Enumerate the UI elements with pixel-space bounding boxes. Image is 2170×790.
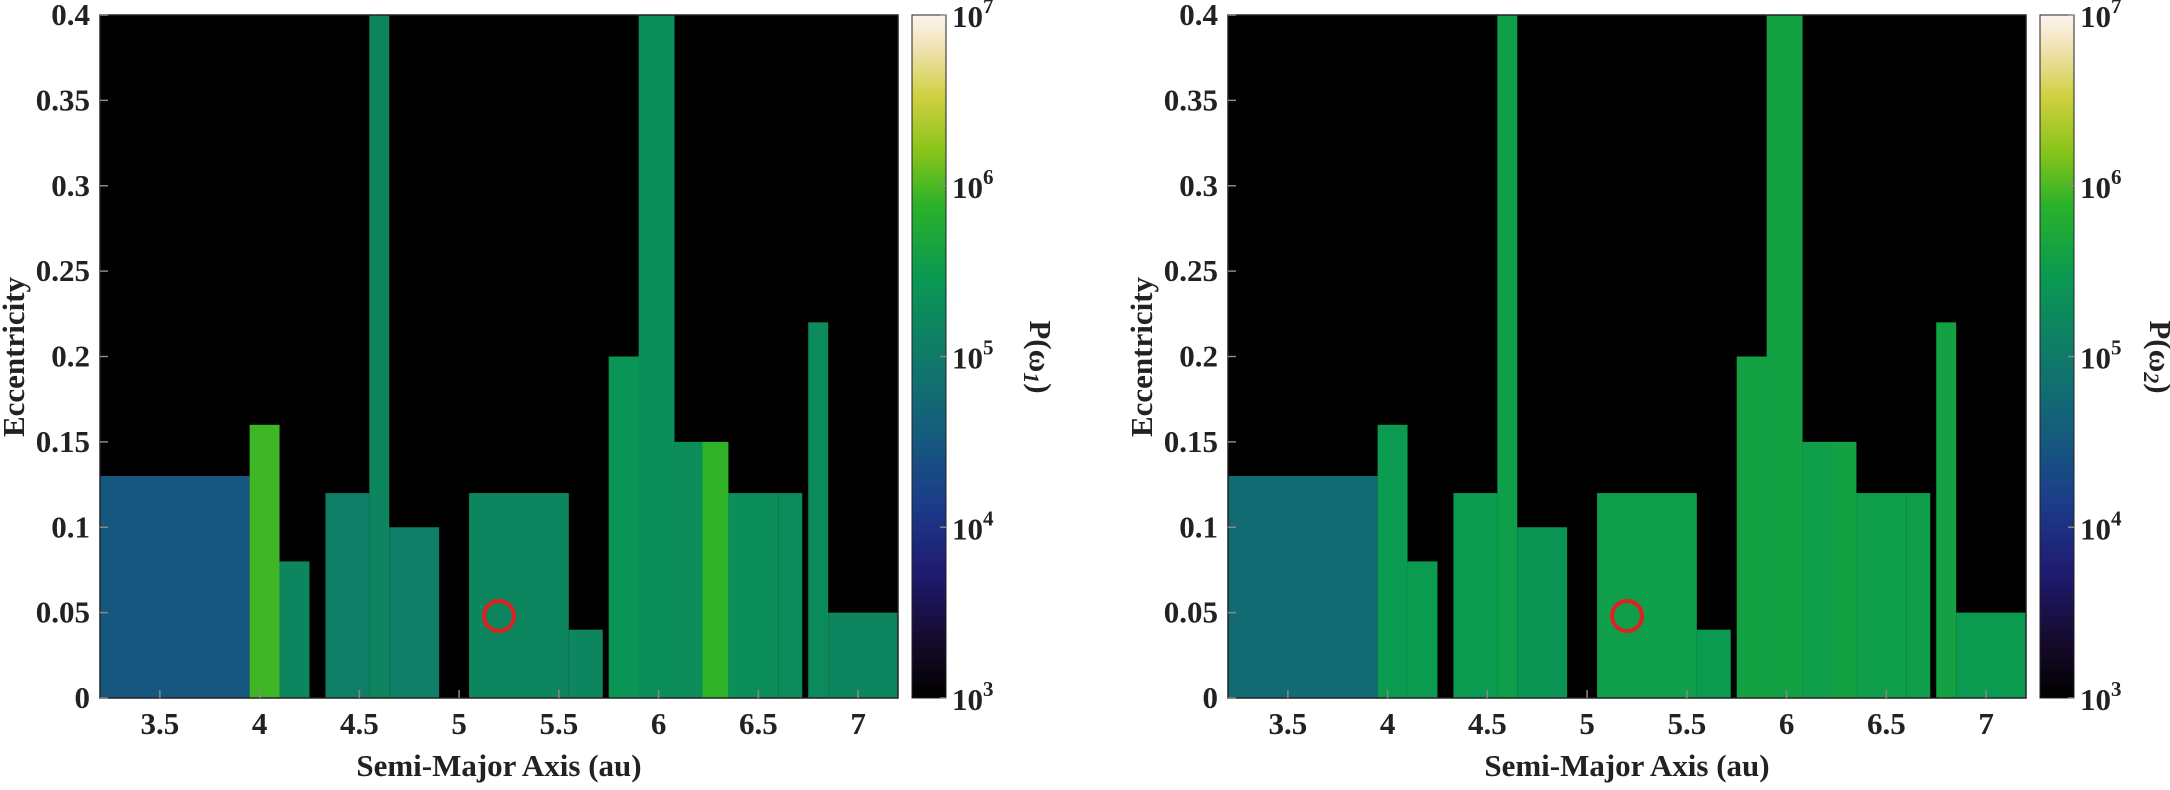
colorbar-ticks-2: 103 104 105 106 107 bbox=[2068, 0, 2122, 717]
heatmap-region bbox=[1517, 527, 1568, 698]
x-tick-label: 4 bbox=[252, 706, 268, 741]
colorbar-label-end-1: ) bbox=[1023, 383, 1058, 393]
x-tick-label: 5 bbox=[451, 706, 467, 741]
heatmap-region bbox=[1936, 322, 1957, 698]
y-tick-label: 0 bbox=[1203, 680, 1219, 715]
y-tick-label: 0.25 bbox=[1164, 253, 1218, 288]
heatmap-region bbox=[100, 476, 250, 698]
heatmap-region bbox=[778, 493, 803, 698]
y-tick-label: 0.3 bbox=[51, 168, 90, 203]
heatmap-region bbox=[1830, 441, 1857, 698]
heatmap-region bbox=[389, 527, 440, 698]
x-tick-label: 6 bbox=[651, 706, 667, 741]
heatmap-region bbox=[325, 493, 370, 698]
y-ticks-2: 0 0.05 0.1 0.15 0.2 0.25 0.3 0.35 0.4 bbox=[1164, 0, 1236, 715]
x-tick-label: 4 bbox=[1380, 706, 1396, 741]
colorbar-tick-label: 104 bbox=[952, 506, 994, 546]
heatmap-region bbox=[249, 424, 280, 698]
x-tick-label: 5.5 bbox=[539, 706, 578, 741]
x-tick-label: 3.5 bbox=[140, 706, 179, 741]
heatmap-regions-2 bbox=[1228, 15, 2026, 698]
heatmap-region bbox=[1766, 15, 1803, 698]
heatmap-region bbox=[1407, 561, 1438, 698]
x-tick-label: 6.5 bbox=[739, 706, 778, 741]
y-tick-label: 0.2 bbox=[51, 339, 90, 374]
y-tick-label: 0.3 bbox=[1179, 168, 1218, 203]
x-tick-label: 4.5 bbox=[1468, 706, 1507, 741]
colorbar-label-sub-1: 1 bbox=[1019, 372, 1044, 383]
heatmap-region bbox=[369, 15, 390, 698]
colorbar-tick-label: 106 bbox=[2080, 165, 2122, 205]
y-tick-label: 0.35 bbox=[1164, 82, 1218, 117]
y-axis-label-1: Eccentricity bbox=[0, 276, 31, 437]
x-tick-label: 4.5 bbox=[340, 706, 379, 741]
y-tick-label: 0.35 bbox=[36, 82, 90, 117]
y-ticks-1: 0 0.05 0.1 0.15 0.2 0.25 0.3 0.35 0.4 bbox=[36, 0, 108, 715]
y-tick-label: 0.2 bbox=[1179, 339, 1218, 374]
y-tick-label: 0.1 bbox=[1179, 509, 1218, 544]
y-tick-label: 0.4 bbox=[1179, 0, 1218, 32]
colorbar-tick-label: 103 bbox=[2080, 677, 2122, 717]
heatmap-region bbox=[1228, 476, 1378, 698]
colorbar-label-sub-2: 2 bbox=[2139, 371, 2164, 383]
heatmap-region bbox=[1497, 15, 1518, 698]
colorbar-tick-label: 107 bbox=[952, 0, 994, 34]
jupiter-marker-1 bbox=[482, 599, 516, 634]
y-tick-label: 0.4 bbox=[51, 0, 90, 32]
heatmap-region bbox=[1906, 493, 1931, 698]
panel-1: 3.5 4 4.5 5 5.5 6 6.5 7 00.050.10.150.20.250.30… bbox=[0, 0, 1058, 783]
jupiter-marker-2 bbox=[1610, 599, 1644, 634]
heatmap-region bbox=[808, 322, 829, 698]
colorbar-label-end-2: ) bbox=[2143, 383, 2170, 393]
x-tick-label: 6.5 bbox=[1867, 706, 1906, 741]
colorbar-label-2: P(ω2) bbox=[2139, 320, 2170, 393]
x-axis-label-1: Semi-Major Axis (au) bbox=[356, 748, 641, 783]
heatmap-region bbox=[1856, 493, 1907, 698]
heatmap-region bbox=[1956, 612, 2026, 698]
colorbar-tick-label: 107 bbox=[2080, 0, 2122, 34]
colorbar-tick-label: 103 bbox=[952, 677, 994, 717]
x-axis-label-2: Semi-Major Axis (au) bbox=[1484, 748, 1769, 783]
heatmap-region bbox=[1453, 493, 1498, 698]
y-tick-label: 0.15 bbox=[1164, 424, 1218, 459]
y-tick-label: 0.05 bbox=[1164, 595, 1218, 630]
x-tick-label: 7 bbox=[850, 706, 866, 741]
x-tick-label: 5.5 bbox=[1667, 706, 1706, 741]
heatmap-region bbox=[828, 612, 898, 698]
heatmap-region bbox=[728, 493, 779, 698]
x-tick-label: 7 bbox=[1978, 706, 1994, 741]
x-ticks-1: 3.5 4 4.5 5 5.5 6 6.5 7 bbox=[140, 690, 866, 741]
heatmap-regions-1 bbox=[100, 15, 898, 698]
heatmap-region bbox=[1597, 493, 1697, 698]
x-tick-label: 3.5 bbox=[1268, 706, 1307, 741]
heatmap-region bbox=[638, 15, 675, 698]
colorbar-ticks-1: 103 104 105 106 107 bbox=[940, 0, 994, 717]
y-tick-label: 0.15 bbox=[36, 424, 90, 459]
x-tick-label: 6 bbox=[1779, 706, 1795, 741]
panel-2: 3.5 4 4.5 5 5.5 6 6.5 7 00.050.10.150.20.250.30… bbox=[1124, 0, 2170, 783]
colorbar-tick-label: 105 bbox=[952, 336, 994, 376]
heatmap-region bbox=[1377, 424, 1408, 698]
heatmap-region bbox=[674, 441, 703, 698]
y-axis-label-2: Eccentricity bbox=[1124, 276, 1159, 437]
colorbar-tick-label: 104 bbox=[2080, 506, 2122, 546]
colorbar-label-1: P(ω1) bbox=[1019, 320, 1058, 393]
y-tick-label: 0 bbox=[75, 680, 91, 715]
x-ticks-2: 3.5 4 4.5 5 5.5 6 6.5 7 bbox=[1268, 690, 1994, 741]
heatmap-region bbox=[1802, 441, 1831, 698]
x-tick-label: 5 bbox=[1579, 706, 1595, 741]
heatmap-region bbox=[469, 493, 569, 698]
colorbar-label-base-2: P(ω bbox=[2143, 320, 2170, 372]
y-tick-label: 0.25 bbox=[36, 253, 90, 288]
colorbar-tick-label: 105 bbox=[2080, 336, 2122, 376]
y-tick-label: 0.1 bbox=[51, 509, 90, 544]
heatmap-region bbox=[702, 441, 729, 698]
colorbar-label-base-1: P(ω bbox=[1023, 320, 1058, 372]
colorbar-tick-label: 106 bbox=[952, 165, 994, 205]
heatmap-region bbox=[279, 561, 310, 698]
y-tick-label: 0.05 bbox=[36, 595, 90, 630]
heatmap-region bbox=[1696, 629, 1731, 698]
heatmap-region bbox=[568, 629, 603, 698]
